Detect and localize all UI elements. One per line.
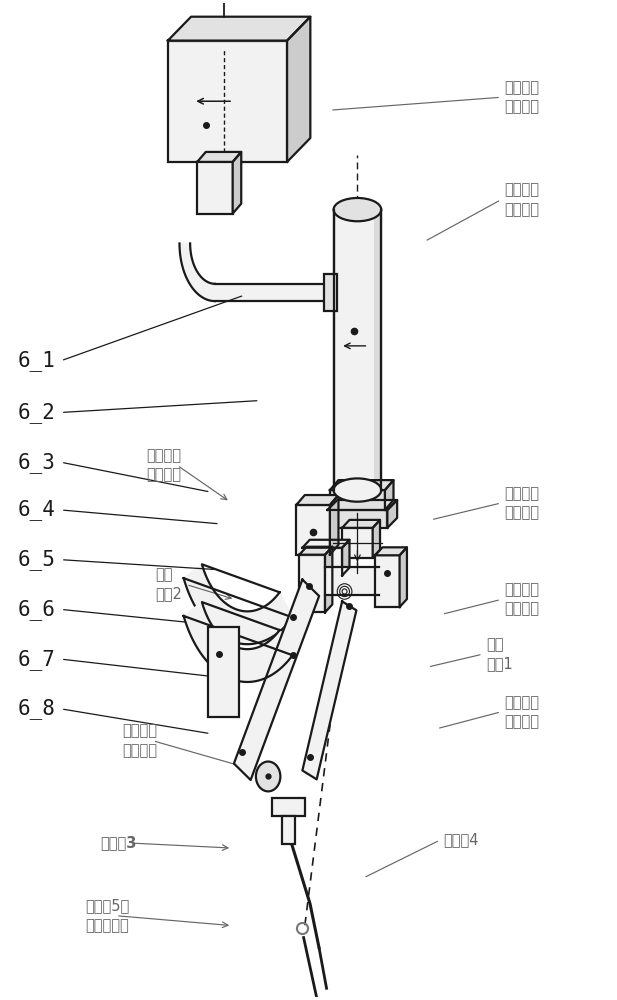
FancyBboxPatch shape bbox=[282, 816, 296, 844]
Ellipse shape bbox=[334, 478, 381, 502]
FancyBboxPatch shape bbox=[302, 548, 342, 576]
Polygon shape bbox=[330, 495, 339, 555]
Polygon shape bbox=[197, 152, 241, 162]
Polygon shape bbox=[302, 540, 349, 548]
FancyBboxPatch shape bbox=[296, 505, 330, 555]
Polygon shape bbox=[375, 547, 407, 555]
Polygon shape bbox=[184, 564, 292, 644]
Polygon shape bbox=[342, 520, 380, 528]
Polygon shape bbox=[373, 520, 380, 558]
Text: 6_4: 6_4 bbox=[18, 499, 56, 520]
Text: 第三旋转
关节轴线: 第三旋转 关节轴线 bbox=[504, 486, 539, 520]
Polygon shape bbox=[325, 567, 379, 595]
Polygon shape bbox=[328, 500, 397, 510]
Text: 6_1: 6_1 bbox=[18, 350, 56, 371]
Polygon shape bbox=[385, 480, 394, 510]
FancyBboxPatch shape bbox=[168, 41, 287, 162]
FancyBboxPatch shape bbox=[197, 162, 233, 214]
FancyBboxPatch shape bbox=[272, 798, 305, 816]
Ellipse shape bbox=[256, 762, 280, 791]
Polygon shape bbox=[233, 152, 241, 214]
Polygon shape bbox=[234, 580, 319, 780]
FancyBboxPatch shape bbox=[374, 210, 381, 490]
Text: 操作臅5的
弧形段圆心: 操作臅5的 弧形段圆心 bbox=[85, 899, 130, 933]
Polygon shape bbox=[342, 540, 349, 576]
Text: 第六旋转
关节轴线: 第六旋转 关节轴线 bbox=[122, 724, 157, 758]
Text: 6_5: 6_5 bbox=[18, 549, 56, 570]
Text: 第四旋转
关节轴线: 第四旋转 关节轴线 bbox=[504, 695, 539, 729]
Polygon shape bbox=[330, 480, 394, 490]
Polygon shape bbox=[180, 243, 215, 301]
Polygon shape bbox=[302, 601, 357, 779]
FancyBboxPatch shape bbox=[299, 555, 325, 612]
FancyBboxPatch shape bbox=[208, 627, 239, 717]
Text: 6_6: 6_6 bbox=[18, 599, 56, 620]
FancyBboxPatch shape bbox=[375, 555, 400, 607]
Polygon shape bbox=[296, 495, 339, 505]
FancyBboxPatch shape bbox=[328, 510, 387, 528]
Polygon shape bbox=[215, 284, 327, 301]
FancyBboxPatch shape bbox=[324, 274, 337, 311]
Text: 第二旋转
关节轴线: 第二旋转 关节轴线 bbox=[146, 448, 181, 482]
Polygon shape bbox=[287, 17, 310, 162]
Text: 6_2: 6_2 bbox=[18, 402, 56, 423]
Polygon shape bbox=[325, 547, 333, 612]
Polygon shape bbox=[299, 547, 333, 555]
FancyBboxPatch shape bbox=[330, 490, 385, 510]
Text: 垂线段4: 垂线段4 bbox=[443, 833, 479, 848]
Text: 第一旋转
关节轴线: 第一旋转 关节轴线 bbox=[504, 80, 539, 114]
Polygon shape bbox=[184, 602, 292, 682]
FancyBboxPatch shape bbox=[334, 210, 381, 490]
Text: 6_7: 6_7 bbox=[18, 649, 56, 670]
Text: 公垂
线段1: 公垂 线段1 bbox=[486, 637, 513, 671]
Polygon shape bbox=[168, 17, 310, 41]
Text: 公垂
线段2: 公垂 线段2 bbox=[155, 567, 183, 602]
Ellipse shape bbox=[334, 198, 381, 221]
Polygon shape bbox=[400, 547, 407, 607]
Text: 第二移动
关节轴线: 第二移动 关节轴线 bbox=[504, 183, 539, 217]
Text: 垂线段3: 垂线段3 bbox=[101, 836, 137, 851]
Text: 6_3: 6_3 bbox=[18, 452, 56, 473]
Text: 6_8: 6_8 bbox=[18, 698, 56, 719]
FancyBboxPatch shape bbox=[342, 528, 373, 558]
Text: 第五旋转
关节轴线: 第五旋转 关节轴线 bbox=[504, 582, 539, 617]
Polygon shape bbox=[387, 500, 397, 528]
